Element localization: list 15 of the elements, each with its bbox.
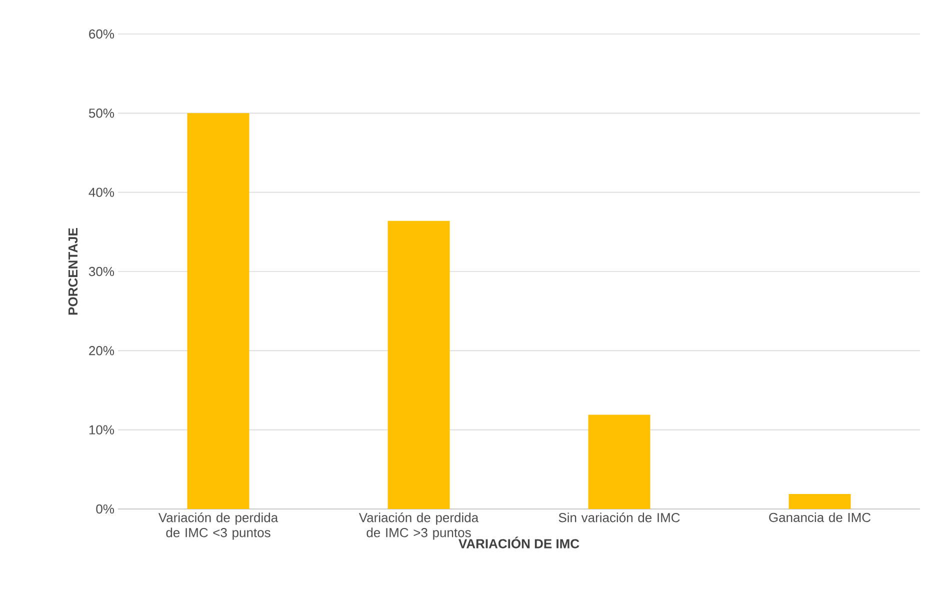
x-tick-label: Sin variación de IMC [558, 512, 680, 522]
bar [388, 220, 450, 509]
y-tick-label: 0% [96, 504, 114, 514]
y-tick-label: 30% [88, 266, 114, 276]
bar [788, 494, 851, 509]
y-tick-label: 20% [89, 346, 114, 356]
y-tick-label: 40% [88, 188, 114, 197]
y-tick-label: 10% [89, 425, 114, 434]
y-axis-title: PORCENTAJE [68, 228, 78, 315]
y-tick-label: 60% [89, 29, 114, 39]
bar [187, 113, 250, 509]
bar [588, 414, 650, 509]
x-tick-label: Variación de perdida de IMC <3 puntos [158, 512, 278, 540]
x-tick-label: Ganancia de IMC [769, 512, 871, 522]
y-tick-label: 50% [88, 108, 114, 118]
